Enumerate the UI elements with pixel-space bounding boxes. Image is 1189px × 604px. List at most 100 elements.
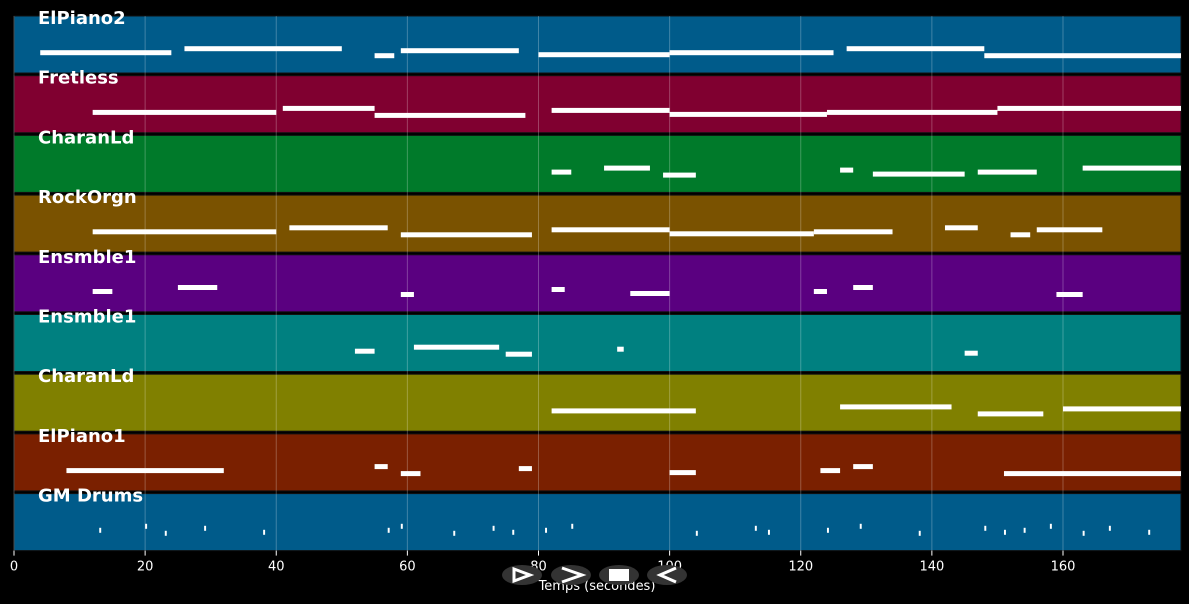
note bbox=[617, 346, 624, 352]
note bbox=[754, 525, 757, 531]
note bbox=[813, 229, 893, 235]
note bbox=[944, 225, 978, 231]
note bbox=[1010, 232, 1031, 238]
track-name: CharanLd bbox=[38, 366, 134, 387]
note bbox=[1108, 525, 1111, 531]
note bbox=[853, 464, 873, 470]
note bbox=[354, 348, 375, 354]
note bbox=[571, 523, 574, 529]
note bbox=[551, 287, 565, 292]
track-name: Ensmble1 bbox=[38, 307, 136, 328]
note bbox=[551, 169, 572, 175]
note bbox=[413, 344, 500, 350]
track-lane bbox=[13, 314, 1182, 372]
x-tick-label: 120 bbox=[788, 560, 813, 575]
note bbox=[374, 53, 395, 59]
note bbox=[505, 351, 532, 357]
note bbox=[177, 285, 218, 290]
note bbox=[66, 468, 224, 474]
track-lane bbox=[13, 194, 1182, 253]
note bbox=[1082, 165, 1181, 171]
back-button[interactable] bbox=[647, 565, 687, 585]
note bbox=[813, 289, 827, 294]
play-button[interactable] bbox=[502, 565, 542, 585]
note bbox=[92, 289, 113, 294]
note bbox=[400, 48, 519, 54]
note bbox=[918, 530, 921, 536]
track-lane bbox=[13, 15, 1182, 74]
track-name: RockOrgn bbox=[38, 187, 137, 208]
track-lane bbox=[13, 134, 1182, 193]
note bbox=[40, 50, 172, 56]
note bbox=[538, 52, 670, 58]
note bbox=[387, 527, 390, 533]
note bbox=[695, 530, 698, 536]
x-tick-label: 40 bbox=[268, 560, 285, 575]
track-name: Fretless bbox=[38, 68, 119, 89]
note bbox=[512, 529, 515, 535]
note bbox=[204, 525, 207, 531]
note bbox=[145, 523, 148, 529]
track-name: ElPiano2 bbox=[38, 8, 126, 29]
x-tick-label: 0 bbox=[10, 560, 18, 575]
track-name: Ensmble1 bbox=[38, 247, 136, 268]
note bbox=[1062, 406, 1181, 412]
note bbox=[453, 530, 456, 536]
note bbox=[92, 109, 277, 115]
forward-icon bbox=[561, 566, 587, 584]
note bbox=[826, 527, 829, 533]
note bbox=[826, 109, 998, 115]
note bbox=[840, 404, 952, 410]
note bbox=[964, 350, 978, 356]
note bbox=[767, 529, 770, 535]
note bbox=[374, 112, 526, 118]
note bbox=[859, 523, 862, 529]
note bbox=[374, 464, 388, 470]
note bbox=[997, 105, 1181, 111]
x-tick-label: 60 bbox=[399, 560, 416, 575]
note bbox=[282, 105, 375, 111]
stop-icon bbox=[609, 569, 629, 581]
x-tick-label: 160 bbox=[1051, 560, 1076, 575]
note bbox=[853, 285, 873, 290]
note bbox=[820, 468, 841, 474]
note bbox=[99, 527, 102, 533]
note bbox=[400, 232, 532, 238]
note bbox=[872, 171, 965, 177]
note bbox=[604, 165, 650, 171]
track-lane bbox=[13, 433, 1182, 492]
track-name: CharanLd bbox=[38, 127, 134, 148]
forward-button[interactable] bbox=[551, 565, 591, 585]
controls[interactable] bbox=[502, 565, 687, 585]
track-name: ElPiano1 bbox=[38, 426, 126, 447]
note bbox=[663, 172, 696, 178]
x-tick-label: 20 bbox=[137, 560, 154, 575]
note bbox=[669, 111, 827, 117]
note bbox=[1036, 227, 1103, 233]
note bbox=[164, 530, 167, 536]
note bbox=[400, 471, 421, 477]
note bbox=[846, 46, 985, 52]
track-lane bbox=[13, 373, 1182, 432]
note bbox=[1056, 292, 1083, 297]
note bbox=[984, 53, 1181, 59]
note bbox=[984, 525, 987, 531]
note bbox=[400, 523, 403, 529]
note bbox=[1148, 529, 1151, 535]
note bbox=[669, 470, 696, 476]
note bbox=[400, 292, 414, 297]
note bbox=[545, 527, 548, 533]
note bbox=[518, 466, 532, 472]
track-lane bbox=[13, 75, 1182, 134]
note bbox=[1082, 530, 1085, 536]
track-lane bbox=[13, 254, 1182, 313]
note bbox=[92, 229, 277, 235]
note bbox=[551, 107, 670, 113]
note bbox=[630, 291, 670, 296]
note bbox=[184, 46, 342, 52]
note bbox=[1023, 527, 1026, 533]
note bbox=[840, 167, 854, 173]
note bbox=[1003, 529, 1006, 535]
track-lane bbox=[13, 493, 1182, 552]
